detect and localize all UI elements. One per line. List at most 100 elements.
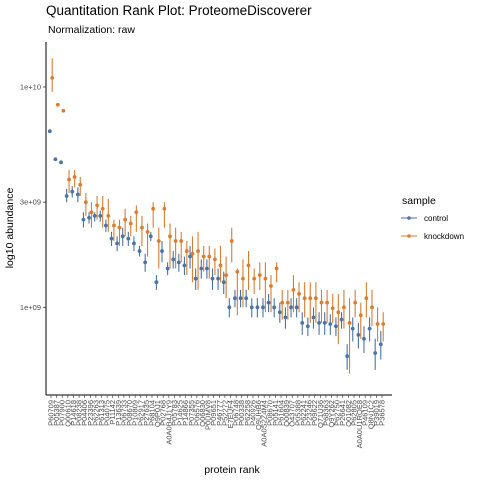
knockdown-point bbox=[201, 254, 206, 259]
knockdown-point bbox=[330, 306, 335, 311]
knockdown-point bbox=[241, 276, 245, 281]
control-point bbox=[87, 215, 91, 220]
x-tick-label: Q71U36 bbox=[316, 400, 325, 428]
control-point bbox=[300, 320, 305, 325]
knockdown-point bbox=[347, 320, 352, 325]
control-point bbox=[238, 296, 243, 301]
x-tick-label: P14866 bbox=[181, 400, 190, 426]
x-tick-label: P36578 bbox=[378, 400, 387, 426]
x-tick-label: P0DMV8 bbox=[204, 400, 213, 430]
x-tick-label: P06733 bbox=[119, 400, 128, 426]
x-tick-label: P61313 bbox=[97, 400, 106, 426]
knockdown-point bbox=[179, 239, 184, 243]
x-tick-label: P14618 bbox=[69, 400, 78, 426]
control-point bbox=[227, 305, 232, 310]
x-tick-label: P62258 bbox=[243, 400, 252, 426]
knockdown-point bbox=[358, 313, 363, 318]
x-tick-label: P46777 bbox=[215, 400, 224, 426]
control-point bbox=[115, 241, 120, 246]
y-tick-label: 3e+09 bbox=[20, 198, 41, 207]
x-tick-label: E7EUF4 bbox=[226, 400, 235, 428]
x-tick-label: P60709 bbox=[47, 400, 56, 426]
x-tick-label: P40926 bbox=[248, 400, 257, 426]
legend-item-control: control bbox=[401, 214, 448, 223]
knockdown-point bbox=[229, 239, 234, 243]
x-tick-label: Q06830 bbox=[198, 400, 207, 427]
x-tick-label: P62917 bbox=[136, 400, 145, 426]
control-point bbox=[277, 310, 282, 315]
y-axis: 1e+09 3e+09 1e+10 bbox=[20, 42, 47, 395]
knockdown-point bbox=[156, 239, 161, 243]
knockdown-point bbox=[95, 203, 99, 208]
control-point bbox=[47, 129, 52, 134]
control-point bbox=[160, 249, 164, 253]
knockdown-point bbox=[128, 221, 133, 226]
x-tick-label: P07900 bbox=[58, 400, 67, 426]
control-point bbox=[367, 326, 372, 331]
x-tick-label: P39019 bbox=[372, 400, 381, 426]
knockdown-point bbox=[297, 292, 301, 296]
x-tick-label: P62263 bbox=[91, 400, 100, 426]
x-tick-label: P46109 bbox=[361, 400, 370, 426]
x-tick-label: P09651 bbox=[209, 400, 218, 426]
control-point bbox=[176, 260, 181, 265]
legend-item-knockdown: knockdown bbox=[401, 232, 464, 241]
x-tick-label: P04406 bbox=[80, 400, 89, 426]
knockdown-point bbox=[212, 257, 217, 262]
x-tick-label: P62805 bbox=[349, 400, 358, 426]
control-point bbox=[311, 315, 316, 320]
knockdown-point bbox=[263, 276, 268, 281]
control-point bbox=[289, 305, 293, 310]
x-tick-label: Q01082 bbox=[344, 400, 353, 427]
control-point bbox=[233, 296, 237, 301]
knockdown-point bbox=[308, 296, 313, 301]
x-tick-label: P05387 bbox=[52, 400, 61, 426]
control-point bbox=[373, 351, 378, 355]
control-point bbox=[81, 217, 86, 222]
knockdown-point bbox=[274, 266, 279, 271]
knockdown-point bbox=[89, 210, 94, 215]
legend-title: sample bbox=[402, 195, 436, 207]
knockdown-point bbox=[224, 273, 229, 278]
control-point bbox=[70, 189, 75, 194]
x-tick-label: O43707 bbox=[288, 400, 297, 427]
x-tick-label: Q9Y262 bbox=[327, 400, 336, 428]
control-point bbox=[98, 213, 103, 218]
knockdown-point bbox=[218, 263, 223, 268]
x-axis: P60709P05387P07900Q00610P14618P08238P044… bbox=[46, 394, 392, 448]
knockdown-point bbox=[112, 223, 116, 228]
control-point bbox=[154, 280, 159, 285]
x-tick-label: P07355 bbox=[187, 400, 196, 426]
knockdown-point bbox=[302, 296, 307, 301]
x-tick-label: Q8N1C2 bbox=[366, 400, 375, 429]
control-point bbox=[328, 322, 333, 326]
knockdown-point bbox=[325, 300, 329, 305]
x-tick-label: P68363 bbox=[321, 400, 330, 426]
knockdown-point bbox=[67, 177, 71, 182]
y-tick-label: 1e+09 bbox=[20, 303, 41, 312]
x-tick-label: Q00839 bbox=[282, 400, 291, 427]
control-point bbox=[362, 336, 366, 341]
knockdown-point bbox=[196, 249, 200, 253]
control-point bbox=[148, 234, 153, 239]
control-point bbox=[120, 234, 125, 239]
control-point bbox=[322, 320, 327, 325]
control-point bbox=[59, 160, 63, 165]
control-point bbox=[345, 354, 350, 359]
x-tick-label: P14625 bbox=[176, 400, 185, 426]
control-point bbox=[255, 305, 260, 310]
knockdown-point bbox=[375, 322, 380, 326]
knockdown-point bbox=[319, 300, 324, 305]
knockdown-point bbox=[100, 206, 105, 211]
data-points bbox=[47, 75, 386, 359]
knockdown-point bbox=[353, 300, 358, 305]
control-point bbox=[204, 266, 209, 271]
x-tick-label: P23396 bbox=[86, 400, 95, 426]
knockdown-point bbox=[117, 225, 122, 230]
control-point bbox=[283, 315, 288, 320]
knockdown-point bbox=[184, 249, 189, 253]
legend-control-swatch bbox=[407, 216, 411, 220]
knockdown-point bbox=[140, 225, 144, 230]
x-tick-label: Q9P0J1 bbox=[153, 400, 162, 427]
legend-knockdown-swatch bbox=[407, 234, 411, 238]
